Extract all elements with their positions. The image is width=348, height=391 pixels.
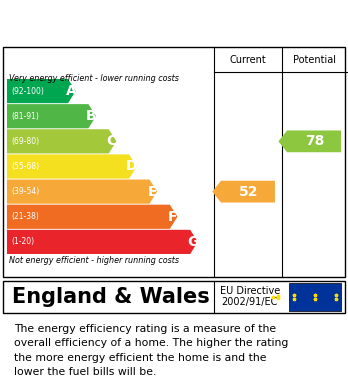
Text: (69-80): (69-80) — [11, 137, 39, 146]
Text: (81-91): (81-91) — [11, 112, 39, 121]
Text: (39-54): (39-54) — [11, 187, 39, 196]
Text: (92-100): (92-100) — [11, 86, 44, 95]
Text: (1-20): (1-20) — [11, 237, 34, 246]
Text: EU Directive
2002/91/EC: EU Directive 2002/91/EC — [220, 286, 280, 307]
Text: Energy Efficiency Rating: Energy Efficiency Rating — [60, 13, 288, 32]
Polygon shape — [7, 129, 116, 153]
Polygon shape — [7, 204, 177, 229]
Text: Not energy efficient - higher running costs: Not energy efficient - higher running co… — [9, 256, 179, 265]
Text: (21-38): (21-38) — [11, 212, 39, 221]
Text: Current: Current — [230, 55, 266, 65]
Bar — [289, 283, 341, 311]
Polygon shape — [7, 104, 96, 128]
Polygon shape — [7, 230, 198, 254]
Text: 78: 78 — [305, 135, 325, 148]
Text: Very energy efficient - lower running costs: Very energy efficient - lower running co… — [9, 74, 179, 83]
Text: (55-68): (55-68) — [11, 162, 39, 171]
Text: C: C — [106, 135, 117, 148]
Text: Potential: Potential — [293, 55, 337, 65]
Text: England & Wales: England & Wales — [12, 287, 210, 307]
Text: B: B — [86, 109, 96, 123]
Polygon shape — [7, 179, 157, 204]
Text: E: E — [148, 185, 157, 199]
Polygon shape — [7, 79, 76, 103]
Text: A: A — [65, 84, 76, 98]
Text: The energy efficiency rating is a measure of the
overall efficiency of a home. T: The energy efficiency rating is a measur… — [14, 324, 288, 377]
Text: D: D — [126, 160, 138, 174]
Polygon shape — [212, 181, 275, 203]
Text: 52: 52 — [239, 185, 259, 199]
Polygon shape — [278, 131, 341, 152]
Text: G: G — [187, 235, 199, 249]
Polygon shape — [7, 154, 137, 179]
Text: F: F — [168, 210, 177, 224]
